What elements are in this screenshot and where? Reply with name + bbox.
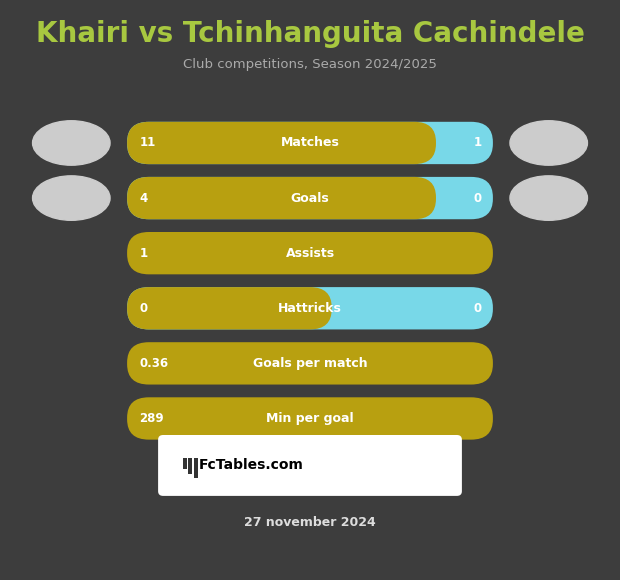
- Text: Goals per match: Goals per match: [253, 357, 367, 370]
- FancyBboxPatch shape: [127, 122, 493, 164]
- Text: Hattricks: Hattricks: [278, 302, 342, 315]
- Text: 1: 1: [474, 136, 482, 150]
- Text: 0: 0: [140, 302, 148, 315]
- Text: 0: 0: [474, 302, 482, 315]
- Text: FcTables.com: FcTables.com: [198, 458, 303, 473]
- FancyBboxPatch shape: [127, 287, 493, 329]
- Text: 4: 4: [140, 191, 148, 205]
- FancyBboxPatch shape: [127, 122, 436, 164]
- FancyBboxPatch shape: [127, 342, 493, 385]
- Text: 11: 11: [140, 136, 156, 150]
- Text: 0: 0: [474, 191, 482, 205]
- Text: Club competitions, Season 2024/2025: Club competitions, Season 2024/2025: [183, 58, 437, 71]
- Ellipse shape: [510, 121, 588, 165]
- FancyBboxPatch shape: [183, 458, 187, 469]
- Text: 0.36: 0.36: [140, 357, 169, 370]
- Ellipse shape: [32, 176, 110, 220]
- FancyBboxPatch shape: [127, 177, 436, 219]
- FancyBboxPatch shape: [127, 177, 493, 219]
- FancyBboxPatch shape: [127, 397, 493, 440]
- FancyBboxPatch shape: [188, 458, 192, 473]
- Ellipse shape: [32, 121, 110, 165]
- FancyBboxPatch shape: [158, 435, 462, 496]
- Text: 27 november 2024: 27 november 2024: [244, 516, 376, 528]
- Text: Khairi vs Tchinhanguita Cachindele: Khairi vs Tchinhanguita Cachindele: [35, 20, 585, 48]
- Text: Matches: Matches: [281, 136, 339, 150]
- FancyBboxPatch shape: [127, 232, 493, 274]
- Text: 289: 289: [140, 412, 164, 425]
- FancyBboxPatch shape: [127, 287, 332, 329]
- Ellipse shape: [510, 176, 588, 220]
- FancyBboxPatch shape: [194, 458, 198, 478]
- Text: Min per goal: Min per goal: [266, 412, 354, 425]
- Text: 1: 1: [140, 246, 148, 260]
- Text: Goals: Goals: [291, 191, 329, 205]
- Text: Assists: Assists: [285, 246, 335, 260]
